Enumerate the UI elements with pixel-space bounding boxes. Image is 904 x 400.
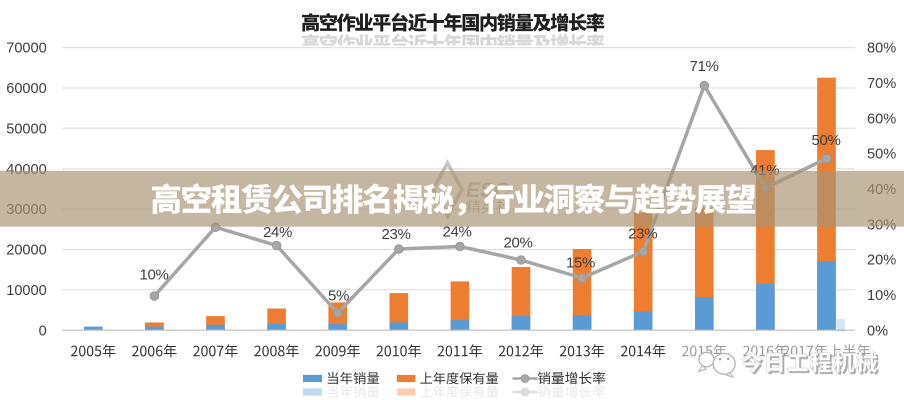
svg-text:70000: 70000	[6, 41, 47, 57]
svg-text:23%: 23%	[628, 225, 657, 242]
svg-text:10%: 10%	[867, 288, 896, 304]
svg-text:50000: 50000	[6, 121, 47, 137]
svg-text:24%: 24%	[442, 223, 471, 240]
svg-text:23%: 23%	[381, 226, 410, 243]
svg-text:60%: 60%	[867, 111, 896, 127]
svg-text:10000: 10000	[6, 283, 47, 299]
svg-text:50%: 50%	[867, 147, 896, 163]
svg-text:15%: 15%	[566, 254, 595, 271]
svg-text:5%: 5%	[328, 287, 349, 304]
svg-text:0%: 0%	[867, 323, 888, 339]
svg-text:70%: 70%	[867, 76, 896, 92]
svg-text:50%: 50%	[811, 132, 840, 149]
svg-text:10%: 10%	[139, 266, 168, 283]
svg-text:60000: 60000	[6, 81, 47, 97]
svg-text:20000: 20000	[6, 243, 47, 259]
svg-text:24%: 24%	[263, 224, 292, 241]
svg-text:20%: 20%	[867, 253, 896, 269]
svg-text:80%: 80%	[867, 41, 896, 57]
svg-text:71%: 71%	[689, 58, 718, 75]
svg-text:20%: 20%	[503, 234, 532, 251]
svg-text:0: 0	[39, 323, 47, 339]
